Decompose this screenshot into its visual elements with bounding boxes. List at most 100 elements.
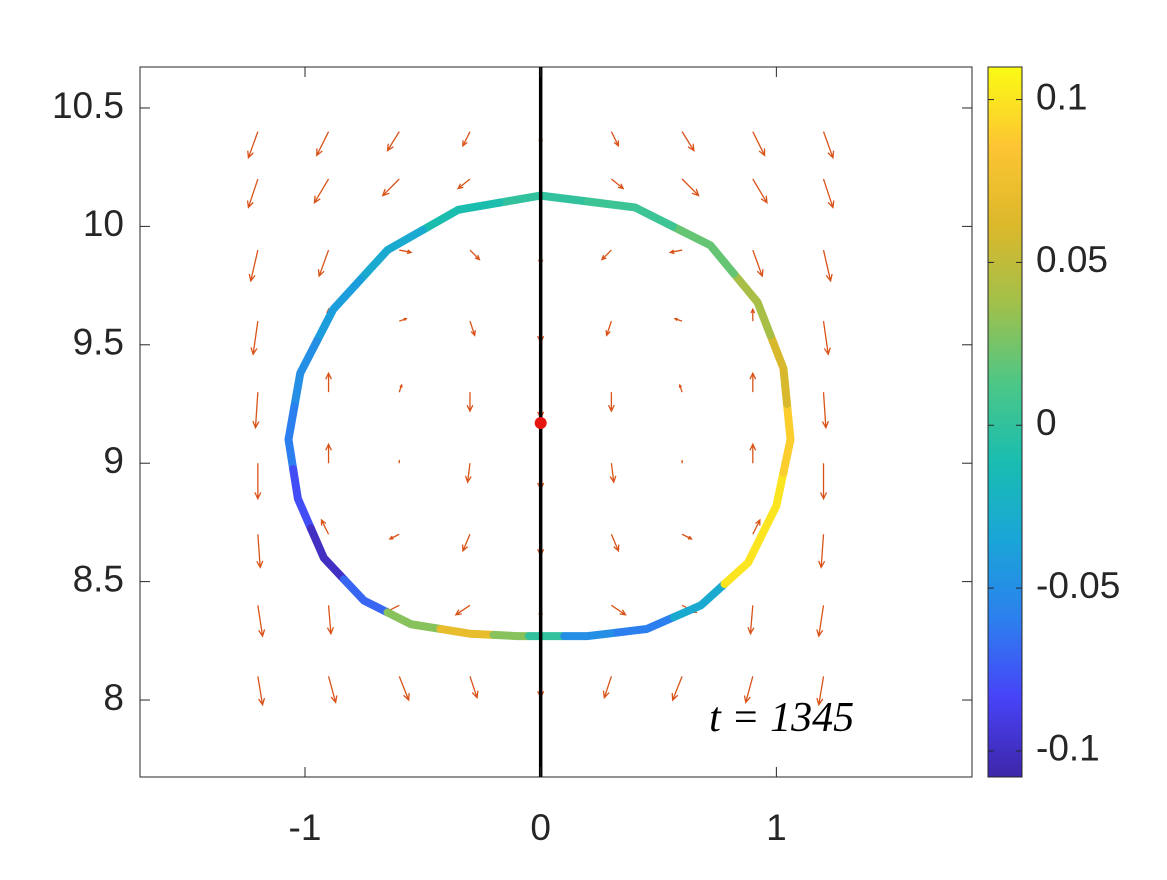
quiver-arrow: [681, 131, 695, 152]
interface-segment: [436, 624, 498, 639]
quiver-arrow: [469, 249, 481, 261]
quiver-arrow: [464, 463, 472, 484]
quiver-arrow: [325, 371, 332, 393]
quiver-arrow: [399, 249, 413, 255]
axis-layer: -1 0 1 8 8.5 9 9.5 10 10.5: [52, 67, 972, 848]
quiver-arrow: [749, 442, 757, 464]
quiver-arrow: [257, 605, 266, 638]
interface-segment: [613, 613, 678, 637]
quiver-arrow: [743, 676, 754, 704]
quiver-arrow: [246, 178, 259, 209]
quiver-arrow: [681, 459, 684, 464]
interface-segment: [290, 337, 321, 411]
quiver-arrow: [398, 676, 410, 702]
quiver-arrow: [673, 317, 683, 322]
quiver-arrow: [313, 178, 330, 205]
quiver-arrow: [749, 371, 757, 393]
quiver-arrow: [610, 533, 620, 553]
interface-segment: [583, 197, 677, 231]
interface-segment: [720, 530, 767, 588]
quiver-arrow: [752, 178, 768, 205]
quiver-arrow: [386, 131, 400, 152]
y-tick-label: 9: [103, 440, 124, 481]
quiver-arrow: [821, 392, 830, 430]
x-tick-label: 0: [530, 807, 551, 848]
interface-segment: [779, 400, 795, 477]
interface-segment: [489, 630, 533, 641]
interface-segment: [418, 198, 504, 234]
quiver-arrow: [254, 463, 262, 501]
quiver-arrow: [320, 518, 330, 535]
quiver-arrow: [469, 676, 479, 700]
plot-area: [139, 66, 973, 778]
quiver-arrow: [454, 604, 471, 616]
y-tick-label: 10.5: [52, 85, 124, 126]
quiver-arrow: [822, 249, 833, 283]
quiver-arrow: [457, 178, 471, 190]
quiver-arrow: [822, 178, 835, 209]
quiver-arrow: [398, 383, 403, 393]
quiver-arrow: [327, 676, 338, 704]
quiver-arrow: [605, 320, 613, 337]
quiver-arrow: [250, 321, 259, 356]
quiver-arrow: [819, 463, 828, 501]
quiver-arrow: [462, 131, 471, 148]
quiver-arrow: [752, 131, 766, 157]
interface-segment: [669, 579, 729, 622]
quiver-arrow: [681, 178, 700, 197]
quiver-arrow: [678, 383, 683, 393]
quiver-arrow: [610, 178, 625, 190]
annotation: t = 1345: [709, 695, 854, 741]
interface-segment: [668, 222, 738, 278]
quiver-arrow: [671, 676, 683, 702]
quiver-arrow: [822, 321, 831, 356]
x-tick-label: -1: [289, 807, 322, 848]
quiver-arrow: [752, 518, 761, 535]
quiver-arrow: [326, 605, 334, 636]
quiver-arrow: [247, 131, 259, 160]
quiver-arrow: [388, 533, 400, 540]
y-tick-label: 8.5: [73, 558, 124, 599]
quiver-arrow: [257, 676, 266, 707]
y-tick-label: 10: [83, 203, 124, 244]
interface-segment: [289, 465, 315, 533]
quiver-arrow: [822, 131, 835, 160]
quiver-arrow: [818, 534, 826, 569]
interface-segment: [306, 524, 348, 584]
interface-segment: [729, 269, 775, 340]
quiver-arrow: [248, 249, 259, 283]
quiver-arrow: [816, 676, 825, 707]
quiver-arrow: [466, 392, 474, 413]
quiver-arrow: [381, 178, 400, 197]
colorbar: [987, 66, 1023, 778]
interface-segment: [284, 402, 299, 474]
quiver-arrow: [610, 131, 620, 148]
colorbar-tick-label: 0: [1036, 402, 1057, 443]
quiver-arrow: [607, 392, 615, 413]
quiver-arrow: [256, 534, 264, 569]
quiver-arrow: [462, 533, 471, 553]
interface-segment: [339, 575, 392, 617]
quiver-arrow: [469, 320, 476, 337]
y-tick-label: 8: [103, 677, 124, 718]
quiver-arrow: [611, 604, 627, 616]
quiver-arrow: [399, 317, 408, 322]
interface-segment: [356, 225, 427, 284]
quiver-arrow: [252, 392, 260, 430]
quiver-arrow: [609, 463, 617, 484]
quiver-arrow: [316, 131, 330, 157]
interface-segment: [312, 275, 365, 346]
quiver-arrow: [317, 249, 330, 278]
quiver-arrow: [398, 459, 401, 464]
center-point: [534, 416, 547, 429]
colorbar-tick-label: -0.05: [1036, 565, 1120, 606]
quiver-arrow: [752, 249, 764, 278]
quiver-arrow: [602, 676, 613, 700]
quiver-arrow: [750, 307, 756, 322]
y-tick-label: 9.5: [73, 322, 124, 363]
x-tick-label: 1: [766, 807, 787, 848]
plot-layer: [246, 67, 835, 777]
quiver-arrow: [600, 249, 612, 261]
quiver-arrow: [816, 605, 825, 638]
